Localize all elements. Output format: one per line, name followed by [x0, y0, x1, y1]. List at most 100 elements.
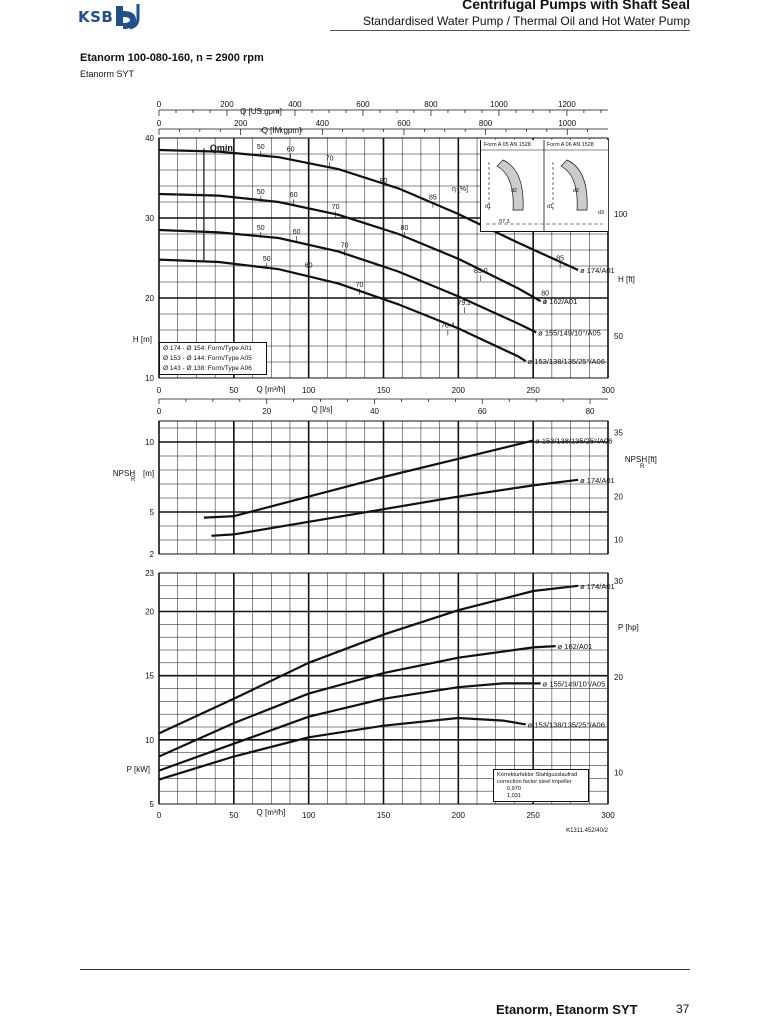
- y2-tick-label: 10: [614, 768, 623, 777]
- correction-line2: correction factor steel impeller: [497, 779, 572, 785]
- x-tick-label: 300: [601, 386, 615, 395]
- model-title: Etanorm 100-080-160, n = 2900 rpm: [80, 52, 264, 64]
- x-tick-label: 250: [526, 386, 540, 395]
- npsh-ft-axis-sub: R: [640, 464, 645, 470]
- efficiency-label: 60: [287, 147, 295, 154]
- x-tick-label: 50: [229, 811, 238, 820]
- x-tick-label: 100: [302, 386, 316, 395]
- x-tick-label: 100: [302, 811, 316, 820]
- logo-text: KSB: [78, 8, 114, 26]
- efficiency-label: 79.2: [458, 300, 472, 307]
- x-tick-label: 200: [452, 386, 466, 395]
- y2-tick-label: 20: [614, 673, 623, 682]
- y-tick-label: 2: [150, 550, 155, 559]
- logo-mark-icon: [116, 4, 140, 30]
- series-line: [158, 148, 579, 272]
- y-tick-label: 10: [145, 736, 154, 745]
- y2-tick-label: 35: [614, 429, 623, 438]
- npsh-axis-unit: [m]: [143, 469, 154, 478]
- efficiency-axis-label: η [%]: [452, 186, 468, 193]
- y-axis-title: H [m]: [133, 335, 152, 344]
- inset-form2-label: Form A 06 AN 1528: [547, 142, 594, 148]
- imgpm-tick-label-title: Q [IM.gpm]: [262, 126, 302, 135]
- imgpm-tick-label: 0: [157, 119, 162, 128]
- usgpm-tick-label: 1000: [490, 100, 508, 109]
- imgpm-tick-label: 800: [479, 119, 493, 128]
- page-header-title: Centrifugal Pumps with Shaft Seal: [462, 0, 690, 12]
- series-label: ø 155/149/10°/A05: [543, 679, 606, 688]
- series-line: [158, 258, 527, 363]
- header-rule: [330, 30, 690, 31]
- impeller-drawing-icon: [481, 140, 608, 231]
- legend-line: Ø 174 - Ø 154: Form/Type A01: [163, 345, 252, 352]
- npsh-ft-axis-unit: [ft]: [648, 455, 657, 464]
- usgpm-tick-label: 600: [356, 100, 370, 109]
- plot-frame: [158, 137, 609, 379]
- inset-label-d3: d3: [598, 210, 604, 216]
- x-tick-label: 50: [229, 386, 238, 395]
- series-line: [158, 645, 556, 758]
- efficiency-label: 85: [556, 255, 564, 262]
- y-tick-label: 5: [150, 508, 155, 517]
- ls-tick-label: 40: [370, 407, 379, 416]
- inset-label-d1a: d1: [485, 204, 491, 210]
- efficiency-label: 70: [356, 282, 364, 289]
- imgpm-tick-label: 400: [316, 119, 330, 128]
- series-label: ø 162/A01: [558, 642, 593, 651]
- efficiency-label: 80: [380, 178, 388, 185]
- plot-frame: [158, 420, 609, 555]
- efficiency-label: 60: [305, 263, 313, 270]
- efficiency-label: 70: [341, 243, 349, 250]
- usgpm-tick-label: 200: [220, 100, 234, 109]
- usgpm-tick-label: 800: [424, 100, 438, 109]
- efficiency-label: 50: [257, 189, 265, 196]
- correction-value2: 1,031: [507, 793, 521, 799]
- page-number: 37: [676, 1002, 690, 1016]
- y-tick-label: 23: [145, 569, 154, 578]
- npsh-axis-sub: R: [131, 477, 136, 483]
- qmin-label: Qmin: [210, 143, 233, 153]
- efficiency-label: 60: [293, 229, 301, 236]
- impeller-form-inset: Form A 05 AN 1528 Form A 06 AN 1528 d1 d…: [480, 140, 608, 232]
- efficiency-label: 50: [257, 225, 265, 232]
- drawing-reference: K1311.452/40/2: [566, 828, 609, 834]
- y2-tick-label: 100: [614, 210, 628, 219]
- inset-label-973: 97.3: [499, 219, 510, 225]
- ls-tick-label: 0: [157, 407, 162, 416]
- footer-title: Etanorm, Etanorm SYT: [496, 1002, 638, 1017]
- npsh-axis-title: NPSH: [113, 469, 135, 478]
- legend-line: Ø 143 - Ø 138: Form/Type A06: [163, 365, 252, 372]
- y2-tick-label: 10: [614, 535, 623, 544]
- plot-frame: [158, 572, 609, 805]
- imgpm-tick-label: 600: [397, 119, 411, 128]
- series-label: ø 174/A01: [580, 476, 615, 485]
- x-tick-label: 0: [157, 811, 162, 820]
- series-line: [158, 716, 526, 781]
- series-line: [158, 228, 537, 334]
- p-hp-axis-title: P [hp]: [618, 623, 639, 632]
- inset-form1-label: Form A 05 AN 1528: [484, 142, 531, 148]
- footer-rule: [80, 969, 690, 970]
- efficiency-label: 70: [326, 155, 334, 162]
- efficiency-label: 83.0: [474, 268, 488, 275]
- impeller-form-legend: Ø 174 - Ø 154: Form/Type A01 Ø 153 - Ø 1…: [159, 342, 267, 375]
- y-tick-label: 40: [145, 134, 154, 143]
- y-tick-label: 20: [145, 294, 154, 303]
- imgpm-tick-label: 1000: [558, 119, 576, 128]
- y2-axis-title: H [ft]: [618, 275, 635, 284]
- npsh-ft-axis-title: NPSH: [625, 455, 647, 464]
- ls-tick-label: 20: [262, 407, 271, 416]
- imgpm-tick-label: 200: [234, 119, 248, 128]
- p-axis-title: P [kW]: [127, 765, 150, 774]
- efficiency-label: 76.4: [441, 323, 455, 330]
- y2-tick-label: 20: [614, 493, 623, 502]
- x-tick-label: 300: [601, 811, 615, 820]
- efficiency-label: 50: [257, 144, 265, 151]
- inset-label-d2a: d2: [511, 188, 517, 194]
- series-label: ø 174/A01: [580, 266, 615, 275]
- correction-value1: 0,970: [507, 786, 521, 792]
- x-tick-label: 250: [526, 811, 540, 820]
- efficiency-label: 50: [263, 256, 271, 263]
- ls-tick-label: 80: [586, 407, 595, 416]
- inset-label-d2b: d2: [573, 188, 579, 194]
